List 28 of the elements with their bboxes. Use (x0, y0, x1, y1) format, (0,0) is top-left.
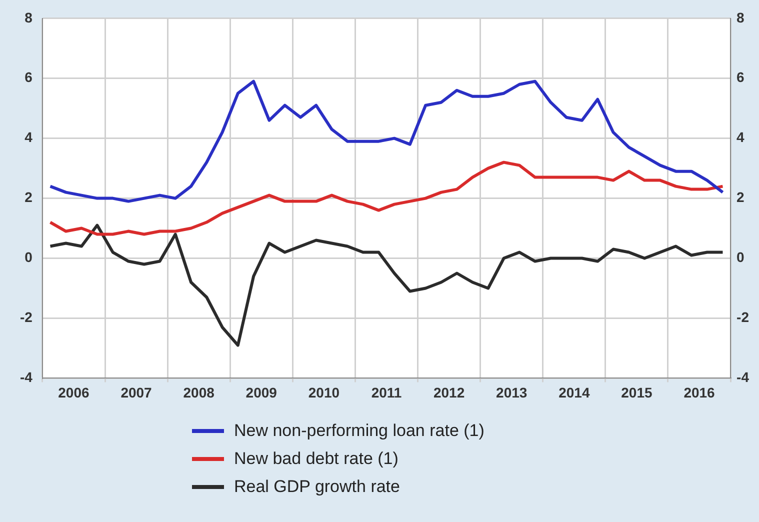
y2-tick-label: -4 (736, 369, 750, 386)
x-tick-label: 2009 (246, 384, 278, 400)
legend-label: New non-performing loan rate (1) (234, 421, 484, 441)
y2-tick-label: -2 (736, 309, 750, 326)
x-tick-label: 2016 (684, 384, 716, 400)
y2-tick-label: 2 (736, 189, 745, 206)
legend-label: Real GDP growth rate (234, 477, 400, 497)
x-tick-label: 2008 (183, 384, 215, 400)
y-tick-label: -2 (20, 309, 33, 326)
x-tick-label: 2006 (58, 384, 90, 400)
y-tick-label: 4 (24, 129, 33, 146)
y-tick-label: -4 (20, 369, 33, 386)
x-tick-label: 2011 (371, 384, 402, 400)
x-tick-label: 2007 (120, 384, 152, 400)
x-tick-label: 2014 (558, 384, 590, 400)
y-tick-label: 6 (24, 69, 33, 86)
y-tick-label: 2 (24, 189, 33, 206)
x-tick-label: 2015 (621, 384, 652, 400)
x-tick-label: 2010 (308, 384, 340, 400)
y2-tick-label: 8 (736, 9, 745, 26)
legend-label: New bad debt rate (1) (234, 449, 398, 469)
y2-tick-label: 0 (736, 249, 745, 266)
x-tick-label: 2013 (496, 384, 528, 400)
x-tick-label: 2012 (433, 384, 465, 400)
y2-tick-label: 6 (736, 69, 745, 86)
y-tick-label: 8 (24, 9, 33, 26)
y2-tick-label: 4 (736, 129, 745, 146)
y-tick-label: 0 (24, 249, 33, 266)
